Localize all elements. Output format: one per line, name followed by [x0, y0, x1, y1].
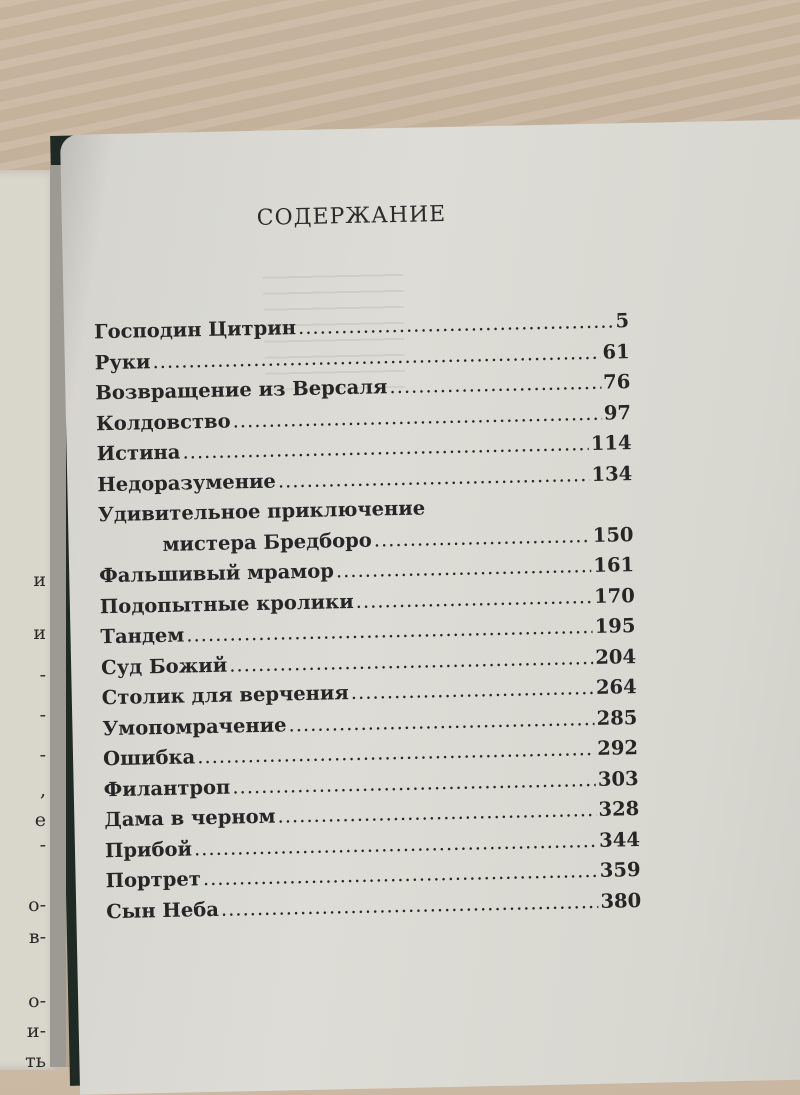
entry-page-number: 61: [602, 339, 630, 364]
entry-page-number: 380: [600, 888, 642, 913]
table-of-contents: Господин Цитрин 5 Руки 61 Возвращение из Вер…: [94, 309, 642, 930]
page-title: СОДЕРЖАНИЕ: [256, 201, 447, 231]
entry-title: Суд Божий: [100, 653, 228, 679]
entry-title: Недоразумение: [97, 469, 277, 496]
entry-page-number: 170: [593, 583, 636, 608]
entry-page-number: 344: [598, 827, 641, 852]
entry-title: Филантроп: [103, 775, 231, 801]
dot-leader: [389, 371, 601, 398]
dot-leader: [336, 554, 592, 582]
dot-leader: [351, 676, 595, 704]
entry-title: Возвращение из Версаля: [95, 375, 388, 405]
right-page: СОДЕРЖАНИЕ Господин Цитрин 5 Руки 61 Возвращ…: [60, 119, 800, 1095]
entry-title: Руки: [94, 349, 151, 374]
entry-title: Колдовство: [95, 408, 231, 435]
entry-page-number: 5: [615, 309, 630, 333]
dot-leader: [355, 584, 592, 612]
entry-page-number: 150: [592, 522, 634, 547]
entry-title: Подопытные кролики: [99, 589, 354, 618]
entry-page-number: 359: [599, 858, 641, 882]
entry-page-number: 161: [593, 553, 635, 577]
entry-title: Дама в черном: [104, 804, 276, 832]
entry-page-number: 195: [594, 614, 636, 638]
entry-page-number: 292: [597, 736, 639, 760]
entry-title: Сын Неба: [106, 897, 220, 923]
entry-title: Тандем: [100, 623, 185, 649]
entry-title: Господин Цитрин: [93, 316, 297, 344]
entry-title: Фальшивый мрамор: [98, 559, 335, 588]
entry-page-number: 76: [602, 370, 631, 394]
entry-page-number: 134: [591, 461, 633, 486]
entry-title: Столик для верчения: [101, 681, 350, 710]
book-gutter: [50, 165, 66, 1067]
entry-page-number: 264: [595, 675, 637, 699]
entry-page-number: 114: [590, 431, 632, 455]
entry-page-number: 204: [595, 644, 637, 669]
dot-leader: [373, 523, 591, 551]
entry-page-number: 328: [598, 797, 640, 821]
entry-title: Умопомрачение: [102, 712, 287, 740]
entry-page-number: 285: [596, 705, 638, 730]
entry-title: Прибой: [104, 836, 193, 862]
entry-title: Портрет: [105, 867, 202, 893]
entry-title: Истина: [96, 440, 181, 466]
entry-page-number: 303: [597, 766, 639, 791]
entry-page-number: 97: [603, 400, 632, 425]
entry-title: мистера Бредборо: [162, 528, 372, 556]
entry-title: Ошибка: [102, 745, 196, 771]
